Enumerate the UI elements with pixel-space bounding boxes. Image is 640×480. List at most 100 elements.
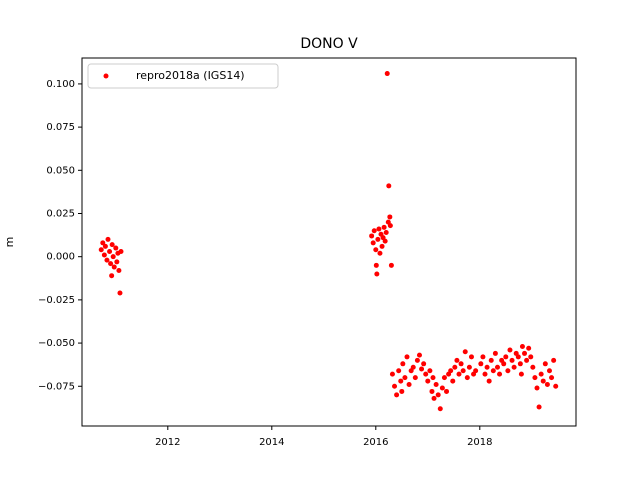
y-axis-label: m bbox=[3, 237, 16, 248]
point bbox=[490, 368, 496, 374]
point bbox=[406, 382, 412, 388]
point bbox=[536, 404, 542, 410]
point bbox=[526, 345, 532, 351]
point bbox=[492, 350, 498, 356]
point bbox=[480, 354, 486, 360]
point bbox=[118, 249, 124, 255]
point bbox=[551, 357, 557, 363]
point bbox=[383, 229, 389, 235]
point bbox=[509, 357, 515, 363]
point bbox=[538, 371, 544, 377]
point bbox=[382, 238, 388, 244]
point bbox=[466, 364, 472, 370]
y-tick-label: 0.100 bbox=[46, 79, 75, 90]
point bbox=[109, 242, 115, 248]
point bbox=[540, 378, 546, 384]
point bbox=[437, 406, 443, 412]
point bbox=[373, 262, 379, 268]
point bbox=[376, 226, 382, 232]
y-tick-label: −0.025 bbox=[38, 295, 75, 306]
point bbox=[522, 350, 528, 356]
point bbox=[388, 262, 394, 268]
point bbox=[430, 375, 436, 381]
point bbox=[546, 368, 552, 374]
point bbox=[425, 378, 431, 384]
chart-title: DONO V bbox=[300, 36, 358, 52]
point bbox=[369, 233, 375, 239]
plot-frame bbox=[81, 57, 577, 427]
point bbox=[370, 240, 376, 246]
x-tick-label: 2016 bbox=[363, 437, 388, 448]
point bbox=[375, 236, 381, 242]
point bbox=[108, 261, 114, 267]
point bbox=[105, 236, 111, 242]
point bbox=[100, 240, 106, 246]
point bbox=[454, 357, 460, 363]
point bbox=[460, 368, 466, 374]
point bbox=[111, 264, 117, 270]
point bbox=[549, 375, 555, 381]
point bbox=[488, 357, 494, 363]
point bbox=[379, 243, 385, 249]
point bbox=[544, 382, 550, 388]
point bbox=[410, 364, 416, 370]
x-tick-label: 2014 bbox=[259, 437, 284, 448]
point bbox=[384, 71, 390, 77]
point bbox=[511, 364, 517, 370]
point bbox=[444, 388, 450, 394]
point bbox=[501, 361, 507, 367]
point bbox=[371, 228, 377, 234]
point bbox=[116, 268, 122, 274]
point bbox=[484, 364, 490, 370]
point bbox=[478, 361, 484, 367]
point bbox=[462, 349, 468, 355]
point bbox=[104, 257, 110, 263]
point bbox=[505, 368, 511, 374]
point bbox=[507, 347, 513, 353]
point bbox=[456, 371, 462, 377]
y-tick-label: 0.025 bbox=[46, 208, 75, 219]
point bbox=[98, 247, 104, 253]
x-tick-label: 2018 bbox=[467, 437, 492, 448]
point bbox=[387, 214, 393, 220]
point bbox=[389, 371, 395, 377]
point bbox=[524, 357, 530, 363]
point bbox=[519, 344, 525, 350]
point bbox=[534, 385, 540, 391]
point bbox=[532, 375, 538, 381]
point bbox=[530, 364, 536, 370]
point bbox=[482, 371, 488, 377]
point bbox=[427, 368, 433, 374]
point bbox=[396, 368, 402, 374]
point bbox=[107, 249, 113, 255]
point bbox=[441, 375, 447, 381]
point bbox=[517, 361, 523, 367]
point bbox=[109, 273, 115, 279]
point bbox=[542, 361, 548, 367]
legend-label: repro2018a (IGS14) bbox=[136, 69, 245, 82]
point bbox=[431, 395, 437, 401]
point bbox=[414, 357, 420, 363]
point bbox=[404, 354, 410, 360]
point bbox=[439, 385, 445, 391]
point bbox=[117, 290, 123, 296]
point bbox=[110, 254, 116, 260]
point bbox=[429, 388, 435, 394]
point bbox=[402, 375, 408, 381]
point bbox=[412, 375, 418, 381]
point bbox=[486, 378, 492, 384]
y-tick-label: −0.075 bbox=[38, 381, 75, 392]
point bbox=[387, 223, 393, 229]
point bbox=[450, 378, 456, 384]
point bbox=[419, 366, 425, 372]
point bbox=[399, 388, 405, 394]
point bbox=[374, 271, 380, 277]
point bbox=[553, 383, 559, 389]
point bbox=[394, 392, 400, 398]
point bbox=[398, 378, 404, 384]
y-tick-label: 0.000 bbox=[46, 252, 75, 263]
point bbox=[433, 382, 439, 388]
point bbox=[400, 361, 406, 367]
point bbox=[497, 371, 503, 377]
